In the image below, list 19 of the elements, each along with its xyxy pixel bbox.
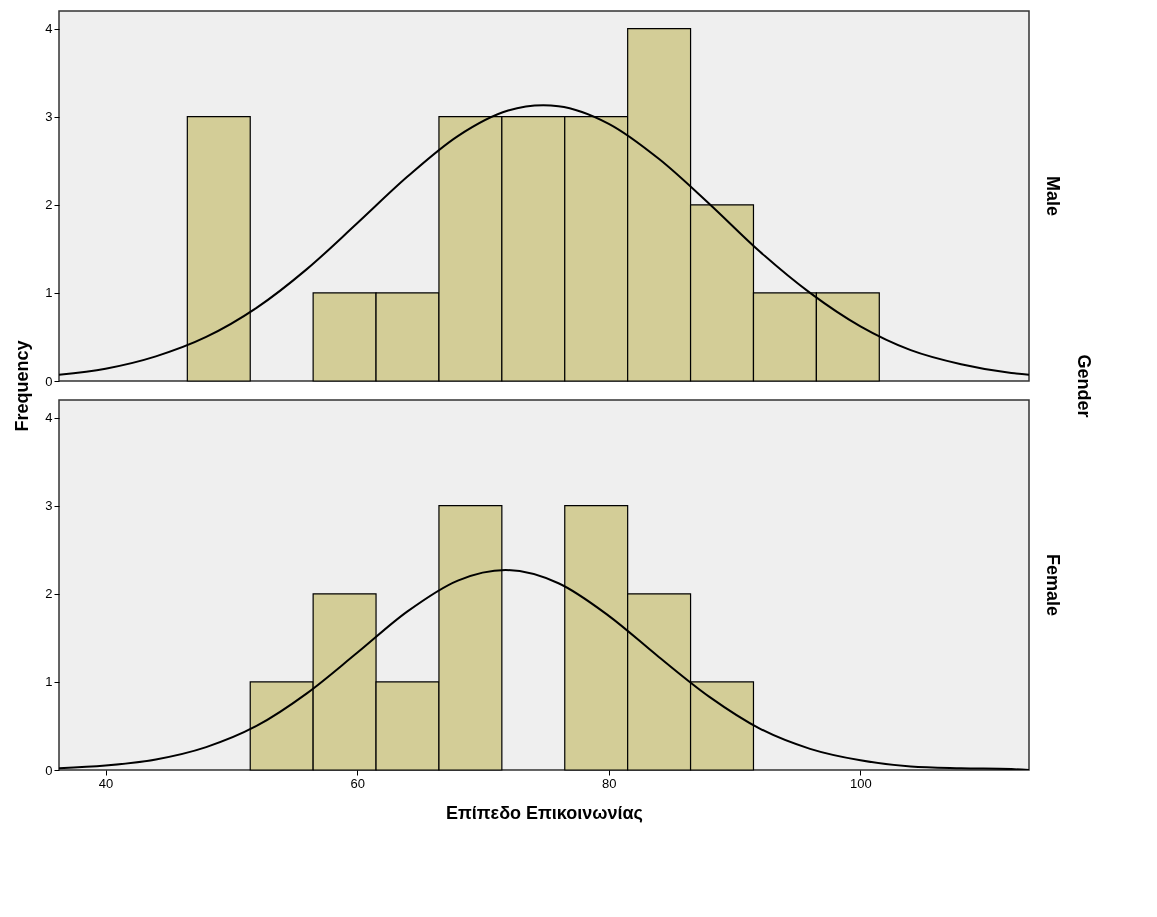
y-tick-label: 0 [45,762,53,778]
x-tick-label: 80 [602,775,617,791]
y2-axis-title: Female [1043,553,1063,617]
y-tick-label: 4 [45,410,53,426]
y-tick-label: 3 [45,109,53,125]
y2-axis-title: Male [1043,175,1063,217]
y-tick-label: 1 [45,674,53,690]
x-tick-label: 100 [850,775,872,791]
y-tick-label: 4 [45,21,53,37]
text: Gender [1074,354,1094,418]
y-tick-label: 1 [45,285,53,301]
y-tick-label: 0 [45,373,53,389]
y-tick-label: 3 [45,498,53,514]
x-tick-label: 40 [98,775,114,791]
y-axis-title: Frequency [12,340,32,432]
x-tick-label: 60 [350,775,365,791]
y-tick-label: 2 [45,197,53,213]
x-axis-title: Επίπεδο Επικοινωνίας [446,802,643,823]
y-tick-label: 2 [45,586,53,602]
